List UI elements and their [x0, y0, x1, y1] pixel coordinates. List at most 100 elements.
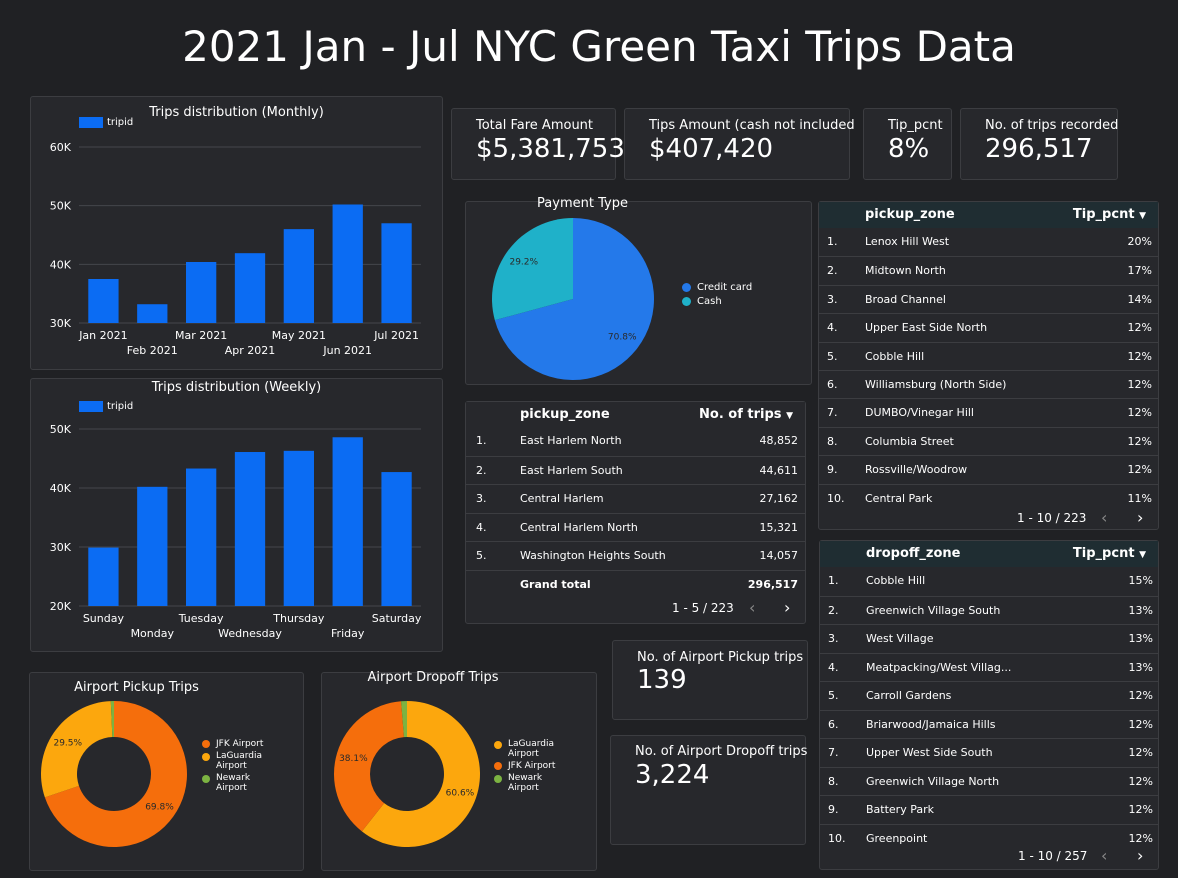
cell-rank: 1. [828, 574, 839, 587]
cell-value: 12% [1128, 831, 1153, 845]
x-tick-label: Wednesday [218, 627, 282, 640]
next-page-icon[interactable]: › [1137, 508, 1144, 527]
payment-type-legend: Credit card Cash [682, 282, 752, 307]
table-row[interactable]: 2. Midtown North 17% [819, 256, 1158, 284]
cell-value: 13% [1128, 603, 1153, 617]
table-row[interactable]: 1. East Harlem North 48,852 [466, 427, 805, 455]
kpi-airport-dropoff: No. of Airport Dropoff trips 3,224 [610, 735, 807, 845]
cell-value: 12% [1127, 349, 1152, 363]
y-tick-label: 60K [50, 141, 72, 154]
cell-value: 12% [1127, 321, 1152, 335]
table-row[interactable]: 9. Rossville/Woodrow 12% [819, 455, 1158, 483]
cell-zone: Williamsburg (North Side) [865, 378, 1007, 391]
dropoff-tip-col-tip-label: Tip_pcnt [1072, 546, 1135, 561]
table-row[interactable]: 4. Upper East Side North 12% [819, 313, 1158, 341]
page-title: 2021 Jan - Jul NYC Green Taxi Trips Data [182, 22, 1016, 71]
x-tick-label: Tuesday [178, 612, 224, 625]
table-row[interactable]: 4. Central Harlem North 15,321 [466, 512, 805, 541]
table-row[interactable]: 10. Central Park 11% [819, 483, 1158, 512]
airport-pickup-card: Airport Pickup Trips 69.8% 29.5% JFK Airp… [29, 672, 304, 871]
weekly-legend-swatch [79, 401, 103, 412]
table-row[interactable]: 6. Briarwood/Jamaica Hills 12% [820, 709, 1158, 738]
weekly-trips-card: Trips distribution (Weekly) tripid 20K 30… [30, 378, 443, 652]
ewr-dot [202, 775, 210, 783]
table-row[interactable]: 1. Lenox Hill West 20% [819, 228, 1158, 256]
legend-cash-label: Cash [697, 296, 722, 307]
bar [185, 261, 217, 323]
pickup-tip-col-tip[interactable]: Tip_pcnt ▼ [1073, 207, 1146, 222]
x-tick-label: Jul 2021 [373, 329, 419, 342]
x-tick-label: Sunday [83, 612, 125, 625]
weekly-legend-label: tripid [107, 401, 134, 412]
dropoff-tip-col-zone[interactable]: dropoff_zone [866, 546, 961, 561]
ewr-dot [494, 775, 502, 783]
cell-value: 14% [1127, 292, 1152, 306]
table-row[interactable]: 8. Columbia Street 12% [819, 426, 1158, 455]
pie-slice [44, 701, 188, 847]
cell-zone: Battery Park [866, 803, 934, 816]
kpi-tips-amount: Tips Amount (cash not included $407,420 [624, 108, 855, 180]
bar [137, 304, 168, 323]
kpi-airport-dropoff-value: 3,224 [635, 760, 710, 790]
prev-page-icon[interactable]: ‹ [1101, 508, 1108, 527]
cell-zone: Midtown North [865, 264, 946, 278]
next-page-icon[interactable]: › [784, 598, 791, 617]
table-row[interactable]: 3. West Village 13% [820, 624, 1158, 652]
cell-zone: Briarwood/Jamaica Hills [866, 717, 996, 731]
grand-total-value: 296,517 [747, 577, 798, 591]
table-row[interactable]: 10. Greenpoint 12% [820, 823, 1158, 852]
grand-total-label: Grand total [520, 577, 591, 591]
table-row[interactable]: 8. Greenwich Village North 12% [820, 766, 1158, 795]
prev-page-icon[interactable]: ‹ [1101, 846, 1108, 865]
cell-value: 17% [1127, 264, 1152, 278]
cell-zone: Greenwich Village North [866, 774, 1000, 788]
monthly-legend-label: tripid [107, 117, 134, 128]
cell-rank: 3. [827, 292, 838, 306]
table-row[interactable]: 4. Meatpacking/West Villag... 13% [820, 652, 1158, 681]
table-row[interactable]: 9. Battery Park 12% [820, 795, 1158, 823]
table-row[interactable]: 6. Williamsburg (North Side) 12% [819, 370, 1158, 398]
airport-pickup-donut: 69.8% 29.5% [40, 701, 188, 847]
pickup-trips-col-count[interactable]: No. of trips ▼ [699, 407, 793, 422]
prev-page-icon[interactable]: ‹ [749, 598, 756, 617]
pickup-trips-col-zone[interactable]: pickup_zone [520, 407, 610, 422]
grand-total-row: Grand total 296,517 [466, 569, 805, 598]
dropoff-tip-col-tip[interactable]: Tip_pcnt ▼ [1073, 546, 1146, 561]
table-row[interactable]: 2. Greenwich Village South 13% [820, 595, 1158, 624]
cell-zone: Greenwich Village South [866, 603, 1001, 617]
pie-slice [401, 701, 407, 738]
cell-value: 15% [1128, 574, 1153, 587]
pickup-tip-col-zone[interactable]: pickup_zone [865, 207, 955, 222]
table-row[interactable]: 5. Washington Heights South 14,057 [466, 541, 805, 569]
table-row[interactable]: 3. Central Harlem 27,162 [466, 484, 805, 512]
legend-ewr: Newark Airport [202, 773, 272, 793]
cell-rank: 3. [828, 632, 839, 645]
cell-zone: Upper East Side North [865, 321, 988, 335]
x-tick-label: Monday [131, 627, 175, 640]
table-row[interactable]: 1. Cobble Hill 15% [820, 567, 1158, 595]
table-row[interactable]: 2. East Harlem South 44,611 [466, 455, 805, 484]
cell-zone: Greenpoint [866, 831, 928, 845]
monthly-legend-swatch [79, 117, 103, 128]
kpi-tips-amount-value: $407,420 [649, 134, 774, 164]
monthly-trips-card: Trips distribution (Monthly) tripid 30K 4… [30, 96, 443, 370]
cell-rank: 7. [827, 406, 838, 420]
x-tick-label: Mar 2021 [175, 329, 227, 342]
y-tick-label: 20K [50, 600, 72, 613]
cell-zone: DUMBO/Vinegar Hill [865, 406, 974, 420]
table-row[interactable]: 3. Broad Channel 14% [819, 284, 1158, 313]
sort-desc-icon: ▼ [786, 411, 793, 421]
bar [381, 472, 412, 606]
cell-value: 48,852 [759, 434, 799, 447]
cell-value: 12% [1127, 463, 1152, 477]
cell-value: 15,321 [759, 520, 799, 534]
cell-rank: 4. [476, 520, 487, 534]
table-row[interactable]: 7. Upper West Side South 12% [820, 738, 1158, 766]
next-page-icon[interactable]: › [1137, 846, 1144, 865]
table-row[interactable]: 7. DUMBO/Vinegar Hill 12% [819, 398, 1158, 426]
table-row[interactable]: 5. Cobble Hill 12% [819, 341, 1158, 370]
table-row[interactable]: 5. Carroll Gardens 12% [820, 681, 1158, 709]
kpi-total-fare-value: $5,381,753 [476, 134, 625, 164]
dropoff-tip-table: dropoff_zone Tip_pcnt ▼ 1. Cobble Hill 15%… [819, 540, 1159, 870]
